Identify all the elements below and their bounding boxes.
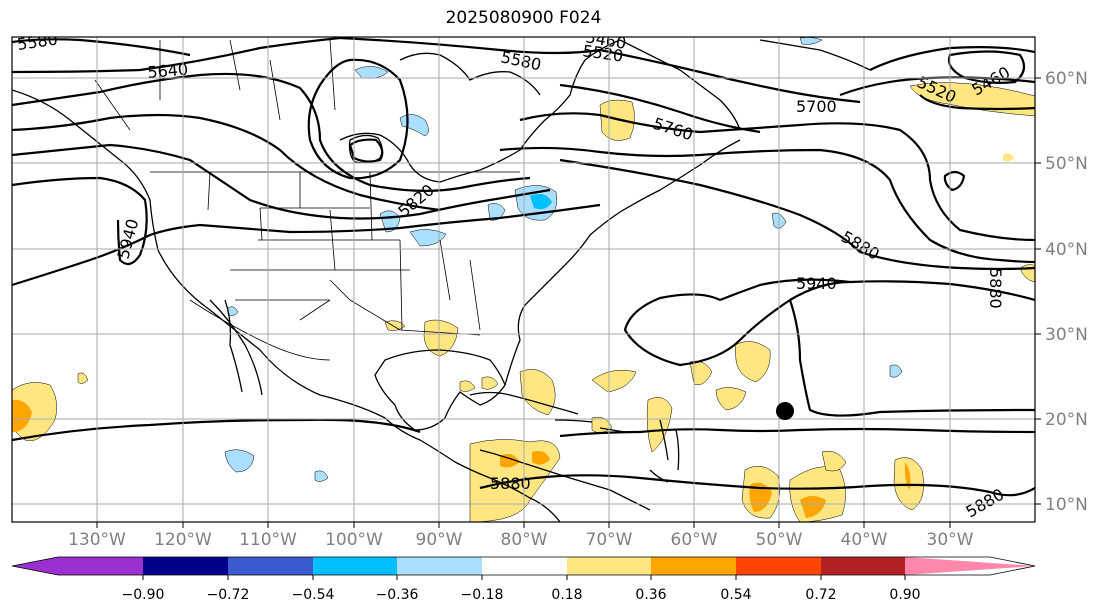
colorbar-tick-label: −0.90: [122, 587, 165, 603]
lon-label: 80°W: [501, 530, 548, 550]
latitude-labels: 60°N 50°N 40°N 30°N 20°N 10°N: [1035, 69, 1088, 515]
colorbar: −0.90 −0.72 −0.54 −0.36 −0.18 0.18 0.36 …: [11, 556, 1036, 603]
storm-position-dot: [776, 402, 794, 420]
colorbar-min-extension: [12, 557, 58, 575]
colorbar-segment: [397, 557, 482, 575]
lon-label: 110°W: [239, 530, 297, 550]
contour-label: 5880: [490, 474, 531, 493]
colorbar-segment: [651, 557, 736, 575]
contour-label: 5700: [796, 97, 837, 116]
lon-label: 30°W: [927, 530, 974, 550]
lat-label: 20°N: [1045, 410, 1088, 430]
colorbar-ticks: −0.90 −0.72 −0.54 −0.36 −0.18 0.18 0.36 …: [122, 575, 921, 603]
lat-label: 10°N: [1045, 495, 1088, 515]
colorbar-segment: [228, 557, 313, 575]
lon-label: 40°W: [841, 530, 888, 550]
lon-label: 70°W: [586, 530, 633, 550]
colorbar-segment: [58, 557, 143, 575]
lon-label: 50°W: [756, 530, 803, 550]
longitude-labels: 130°W 120°W 110°W 100°W 90°W 80°W 70°W 6…: [68, 522, 974, 550]
contour-label: 5640: [147, 60, 189, 82]
lon-label: 100°W: [325, 530, 383, 550]
lon-label: 60°W: [671, 530, 718, 550]
lat-label: 30°N: [1045, 325, 1088, 345]
lon-label: 120°W: [154, 530, 212, 550]
colorbar-tick-label: −0.18: [461, 587, 504, 603]
graticule: [12, 37, 1035, 522]
colorbar-max-extension: [905, 557, 1035, 575]
colorbar-tick-label: −0.54: [292, 587, 335, 603]
colorbar-tick-label: 0.72: [805, 587, 836, 603]
lat-label: 40°N: [1045, 240, 1088, 260]
colorbar-segment: [143, 557, 228, 575]
colorbar-segment: [313, 557, 397, 575]
contour-label: 5580: [16, 29, 59, 53]
colorbar-segment: [482, 557, 567, 575]
geopotential-contours: [12, 37, 1035, 497]
colorbar-tick-label: −0.72: [207, 587, 250, 603]
colorbar-tick-label: 0.18: [551, 587, 582, 603]
colorbar-segment: [736, 557, 821, 575]
contour-label: 5940: [796, 274, 837, 293]
colorbar-segment: [821, 557, 905, 575]
lon-label: 130°W: [68, 530, 126, 550]
contour-label: 5880: [986, 268, 1005, 309]
colorbar-tick-label: 0.36: [635, 587, 666, 603]
colorbar-tick-label: 0.54: [720, 587, 751, 603]
lat-label: 50°N: [1045, 154, 1088, 174]
colorbar-tick-label: −0.36: [376, 587, 419, 603]
lat-label: 60°N: [1045, 69, 1088, 89]
lon-label: 90°W: [416, 530, 463, 550]
colorbar-segment: [567, 557, 651, 575]
map-title: 2025080900 F024: [445, 8, 602, 28]
colorbar-tick-label: 0.90: [889, 587, 920, 603]
